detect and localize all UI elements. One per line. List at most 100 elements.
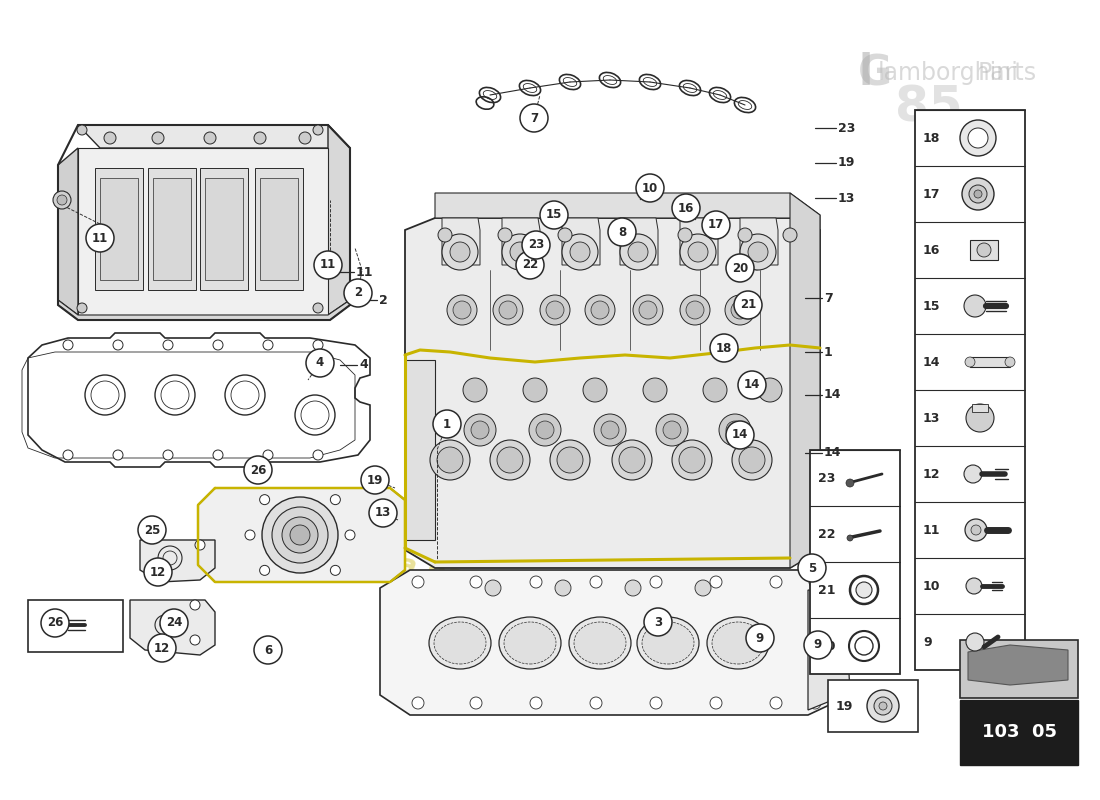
Circle shape (463, 378, 487, 402)
Circle shape (148, 634, 176, 662)
Circle shape (966, 578, 982, 594)
Circle shape (556, 580, 571, 596)
Circle shape (433, 410, 461, 438)
Circle shape (113, 340, 123, 350)
Text: 12: 12 (923, 467, 940, 481)
Text: 11: 11 (923, 523, 940, 537)
Circle shape (529, 414, 561, 446)
Circle shape (804, 631, 832, 659)
Circle shape (739, 447, 764, 473)
Circle shape (490, 440, 530, 480)
Circle shape (590, 576, 602, 588)
Circle shape (442, 234, 478, 270)
Circle shape (874, 697, 892, 715)
Circle shape (113, 450, 123, 460)
Text: 14: 14 (824, 389, 842, 402)
Circle shape (960, 120, 996, 156)
Polygon shape (255, 168, 302, 290)
Text: 19: 19 (836, 699, 854, 713)
Circle shape (497, 447, 522, 473)
Polygon shape (502, 218, 540, 265)
Circle shape (520, 104, 548, 132)
Text: 6: 6 (264, 643, 272, 657)
Circle shape (688, 242, 708, 262)
Polygon shape (198, 488, 405, 582)
Text: 85: 85 (895, 84, 962, 132)
Circle shape (299, 132, 311, 144)
Text: 12: 12 (150, 566, 166, 578)
Circle shape (663, 421, 681, 439)
Text: 13: 13 (923, 411, 940, 425)
Text: 22: 22 (818, 527, 836, 541)
Text: 15: 15 (546, 209, 562, 222)
Circle shape (726, 421, 754, 449)
Circle shape (254, 132, 266, 144)
Circle shape (1005, 357, 1015, 367)
Bar (970, 240, 998, 260)
Text: 9: 9 (756, 631, 764, 645)
Circle shape (260, 566, 270, 575)
Ellipse shape (707, 617, 769, 669)
Circle shape (163, 450, 173, 460)
Circle shape (558, 228, 572, 242)
Text: 10: 10 (923, 579, 940, 593)
Circle shape (290, 525, 310, 545)
Circle shape (412, 697, 424, 709)
Circle shape (263, 340, 273, 350)
Circle shape (546, 301, 564, 319)
Text: l: l (858, 52, 872, 94)
Polygon shape (200, 168, 248, 290)
Circle shape (502, 234, 538, 270)
Circle shape (879, 702, 887, 710)
Text: 8: 8 (618, 226, 626, 238)
Polygon shape (78, 148, 328, 315)
Circle shape (516, 251, 544, 279)
Circle shape (964, 465, 982, 483)
Text: 5: 5 (807, 562, 816, 574)
Text: 21: 21 (740, 298, 756, 311)
Text: 16: 16 (678, 202, 694, 214)
Circle shape (612, 440, 652, 480)
Circle shape (450, 242, 470, 262)
Circle shape (540, 295, 570, 325)
Circle shape (262, 497, 338, 573)
Circle shape (758, 378, 782, 402)
Polygon shape (205, 178, 243, 280)
Circle shape (493, 295, 522, 325)
Circle shape (368, 499, 397, 527)
Circle shape (522, 231, 550, 259)
Text: 11: 11 (356, 266, 374, 278)
Circle shape (330, 566, 340, 575)
Circle shape (557, 447, 583, 473)
Circle shape (245, 530, 255, 540)
Text: 1: 1 (824, 346, 833, 358)
Circle shape (695, 580, 711, 596)
Text: 22: 22 (521, 258, 538, 271)
Circle shape (485, 580, 501, 596)
Circle shape (470, 697, 482, 709)
Polygon shape (148, 168, 196, 290)
Circle shape (244, 456, 272, 484)
Text: 23: 23 (818, 471, 835, 485)
Circle shape (964, 295, 986, 317)
Circle shape (591, 301, 609, 319)
Circle shape (748, 242, 768, 262)
Text: 13: 13 (375, 506, 392, 519)
Circle shape (639, 301, 657, 319)
Polygon shape (680, 218, 718, 265)
Bar (960, 640, 1078, 698)
Ellipse shape (574, 622, 626, 664)
Circle shape (625, 580, 641, 596)
Circle shape (702, 211, 730, 239)
Polygon shape (100, 178, 138, 280)
Polygon shape (808, 590, 850, 710)
Text: 21: 21 (818, 583, 836, 597)
Circle shape (471, 421, 490, 439)
Ellipse shape (569, 617, 631, 669)
Ellipse shape (642, 622, 694, 664)
Circle shape (464, 414, 496, 446)
Circle shape (314, 450, 323, 460)
Text: 1: 1 (443, 418, 451, 430)
Ellipse shape (712, 622, 764, 664)
Circle shape (808, 576, 821, 588)
